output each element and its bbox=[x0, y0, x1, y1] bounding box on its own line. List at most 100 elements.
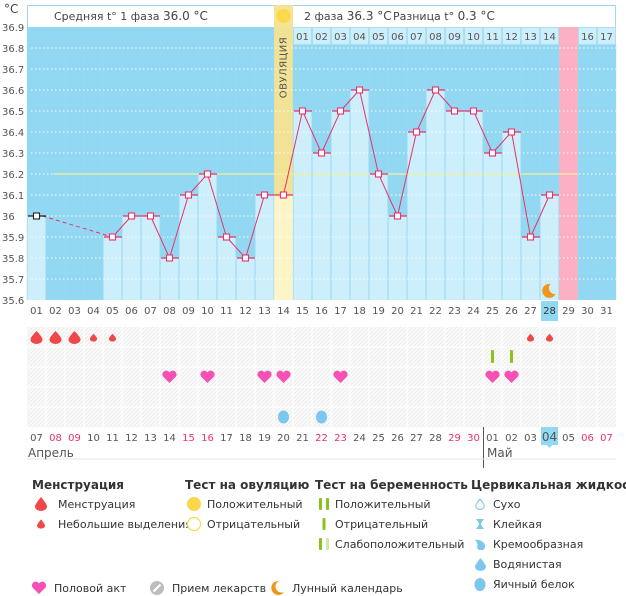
legend-item-ovulation-positive: Положительный bbox=[185, 496, 309, 512]
temperature-line-segment bbox=[302, 110, 322, 154]
moon-icon bbox=[268, 580, 286, 596]
temperature-bar bbox=[369, 174, 388, 300]
blood-drop-icon bbox=[32, 496, 50, 512]
cycle-day-label: 09 bbox=[182, 306, 195, 317]
temperature-point bbox=[298, 107, 307, 115]
y-tick-label: 36.7 bbox=[2, 65, 24, 76]
temperature-bar bbox=[217, 237, 236, 300]
y-tick-label: 36.1 bbox=[2, 191, 24, 202]
today-highlight bbox=[541, 301, 558, 321]
y-tick-label: 35.6 bbox=[2, 296, 24, 307]
temperature-point bbox=[241, 254, 250, 262]
pregnancy-test-negative-icon bbox=[491, 350, 494, 363]
legend-item-menstruation: Менструация bbox=[32, 496, 192, 512]
temperature-point bbox=[165, 254, 174, 262]
temperature-line-segment bbox=[359, 89, 379, 175]
diff-label: Разница t° bbox=[393, 10, 455, 23]
temperature-bar bbox=[464, 111, 483, 300]
cycle-day-label: 30 bbox=[581, 306, 594, 317]
luteal-day-cell bbox=[312, 27, 331, 45]
cycle-day-label: 18 bbox=[353, 306, 366, 317]
temperature-point bbox=[317, 149, 326, 157]
cycle-day-label: 15 bbox=[296, 306, 309, 317]
legend-pregnancy-title: Тест на беременность bbox=[315, 478, 468, 492]
cycle-day-label: 31 bbox=[600, 306, 613, 317]
luteal-day-label: 10 bbox=[467, 32, 480, 43]
calendar-date-label: 26 bbox=[391, 433, 404, 444]
legend-menstruation: Менструация Менструация Небольшие выделе… bbox=[32, 478, 192, 532]
legend-label: Прием лекарств bbox=[172, 581, 267, 595]
temperature-bar bbox=[103, 237, 122, 300]
legend-item-intercourse: Половой акт bbox=[30, 580, 148, 596]
legend-cervical-title: Цервикальная жидкость bbox=[471, 478, 626, 492]
month-label-april: Апрель bbox=[28, 446, 74, 460]
hourglass-icon bbox=[471, 516, 489, 532]
temperature-point bbox=[393, 212, 402, 220]
heart-icon bbox=[504, 370, 519, 383]
egg-icon bbox=[471, 576, 489, 592]
temperature-bar bbox=[255, 195, 274, 300]
y-tick-label: 36.5 bbox=[2, 107, 24, 118]
legend-label: Отрицательный bbox=[335, 517, 429, 531]
temperature-line-segment bbox=[150, 215, 170, 259]
heart-icon bbox=[200, 370, 215, 383]
temperature-point bbox=[431, 86, 440, 94]
luteal-day-cell bbox=[597, 27, 616, 45]
cycle-day-label: 05 bbox=[106, 306, 119, 317]
y-tick-label: 35.9 bbox=[2, 233, 24, 244]
y-tick-label: 36 bbox=[2, 212, 15, 223]
legend-item-ovulation-negative: Отрицательный bbox=[185, 516, 309, 532]
temperature-point bbox=[279, 191, 288, 199]
heart-icon bbox=[333, 370, 348, 383]
y-tick-label: 36.6 bbox=[2, 86, 24, 97]
legend-item-pregnancy-faint: Слабоположительный bbox=[315, 536, 468, 552]
ovulation-sun-icon bbox=[276, 9, 291, 23]
calendar-date-label: 27 bbox=[410, 433, 423, 444]
moon-icon bbox=[542, 283, 556, 298]
legend-label: Лунный календарь bbox=[292, 581, 403, 595]
single-bar-icon bbox=[315, 516, 333, 532]
temperature-line-segment bbox=[397, 131, 417, 217]
temperature-line-segment bbox=[530, 194, 550, 238]
cycle-day-label: 25 bbox=[486, 306, 499, 317]
calendar-date-label: 25 bbox=[372, 433, 385, 444]
temperature-line-segment bbox=[473, 110, 493, 154]
temperature-bar bbox=[483, 153, 502, 300]
double-bar-icon bbox=[315, 496, 333, 512]
temperature-point bbox=[355, 86, 364, 94]
temperature-point bbox=[526, 233, 535, 241]
menstruation-drop-icon bbox=[30, 331, 43, 344]
calendar-date-label: 06 bbox=[581, 433, 594, 444]
heart-icon bbox=[30, 580, 48, 596]
temperature-bar bbox=[331, 111, 350, 300]
month-label-may: Май bbox=[487, 446, 513, 460]
spotting-drop-icon bbox=[89, 333, 98, 342]
cycle-day-label: 06 bbox=[125, 306, 138, 317]
luteal-day-label: 02 bbox=[315, 32, 328, 43]
legend-cervical-fluid: Цервикальная жидкость Сухо Клейкая Кремо… bbox=[471, 478, 626, 592]
phase2-label: 2 фаза bbox=[304, 10, 344, 23]
luteal-day-label: 13 bbox=[524, 32, 537, 43]
luteal-day-label: 03 bbox=[334, 32, 347, 43]
calendar-date-label: 03 bbox=[524, 433, 537, 444]
temperature-point bbox=[507, 128, 516, 136]
temperature-line-segment bbox=[169, 194, 189, 259]
calendar-date-label: 10 bbox=[87, 433, 100, 444]
calendar-date-label: 13 bbox=[144, 433, 157, 444]
calendar-date-label: 12 bbox=[125, 433, 138, 444]
luteal-day-cell bbox=[388, 27, 407, 45]
menstruation-drop-icon bbox=[49, 331, 62, 344]
calendar-date-label: 02 bbox=[505, 433, 518, 444]
luteal-day-label: 12 bbox=[505, 32, 518, 43]
legend-item-dry: Сухо bbox=[471, 496, 626, 512]
calendar-date-label: 09 bbox=[68, 433, 81, 444]
luteal-day-cell bbox=[293, 27, 312, 45]
menstruation-drop-icon bbox=[68, 331, 81, 344]
cycle-day-label: 29 bbox=[562, 306, 575, 317]
legend-ovulation-test: Тест на овуляцию Положительный Отрицател… bbox=[185, 478, 309, 532]
heart-icon bbox=[485, 370, 500, 383]
temperature-point bbox=[127, 212, 136, 220]
temperature-point bbox=[260, 191, 269, 199]
cycle-day-label: 16 bbox=[315, 306, 328, 317]
legend-label: Водянистая bbox=[493, 557, 562, 571]
